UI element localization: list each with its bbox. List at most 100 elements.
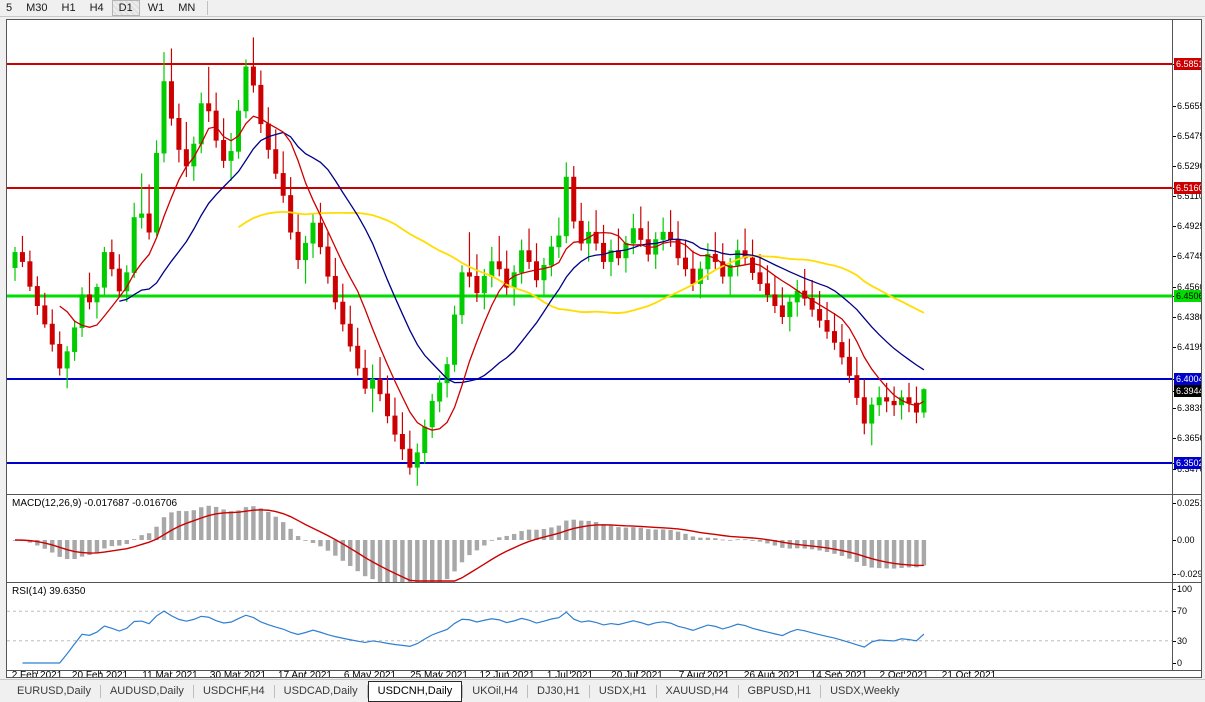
rsi-tick-mark (1173, 641, 1176, 642)
rsi-tick-label: 0 (1177, 658, 1183, 668)
date-tick-mark (839, 671, 840, 674)
tab-divider (462, 684, 464, 698)
price-tick-mark (1173, 136, 1176, 137)
rsi-scale: 100 70 30 0 (1172, 583, 1201, 670)
price-level-tag[interactable]: 6.40042 (1174, 373, 1201, 385)
symbol-tab-dj30-h1[interactable]: DJ30,H1 (537, 684, 580, 697)
price-tick-mark (1173, 226, 1176, 227)
symbol-tab-usdcnh-daily[interactable]: USDCNH,Daily (367, 680, 463, 702)
price-level-tag[interactable]: 6.39440 (1174, 385, 1201, 397)
symbol-tab-usdchf-h4[interactable]: USDCHF,H4 (202, 684, 265, 697)
price-tick-label: 6.45600 (1177, 282, 1201, 292)
symbol-tab-eurusd-daily[interactable]: EURUSD,Daily (17, 684, 91, 697)
tab-divider (273, 684, 275, 698)
price-tick-label: 6.51100 (1177, 191, 1201, 201)
date-tick-mark (704, 671, 705, 674)
price-scale[interactable]: 6.58514 6.56550 6.54750 6.52900 6.516056.511… (1172, 20, 1201, 494)
rsi-label: RSI(14) 39.6350 (12, 586, 86, 597)
date-axis-label: 11 Mar 2021 (142, 670, 198, 678)
price-level-tag[interactable]: 6.51605 (1174, 182, 1201, 194)
timeframe-mn[interactable]: MN (178, 1, 196, 14)
date-axis-label: 20 Feb 2021 (71, 670, 129, 678)
price-level-tag[interactable]: 6.58514 (1174, 58, 1201, 70)
date-tick-mark (904, 671, 905, 674)
price-tick-label: 6.52900 (1177, 161, 1201, 171)
tab-divider (820, 684, 822, 698)
timeframe-h1[interactable]: H1 (61, 1, 76, 14)
macd-plot-area (7, 495, 1172, 582)
tab-divider (655, 684, 657, 698)
date-tick-mark (507, 671, 508, 674)
price-level-tag[interactable]: 6.45060 (1174, 290, 1201, 302)
tab-divider (99, 684, 101, 698)
rsi-pane[interactable]: RSI(14) 39.6350 100 70 30 0 (7, 582, 1201, 670)
timeframe-h4[interactable]: H4 (89, 1, 104, 14)
date-axis-label: 2 Oct 2021 (879, 670, 929, 678)
symbol-tab-usdx-weekly[interactable]: USDX,Weekly (830, 684, 900, 697)
price-tick-mark (1173, 287, 1176, 288)
symbol-tab-usdcad-daily[interactable]: USDCAD,Daily (283, 684, 358, 697)
price-tick-mark (1173, 347, 1176, 348)
chart-window: USDCNH,Daily 6.39058 6.39477 6.38783 6.3… (6, 19, 1202, 678)
rsi-tick-label: 30 (1177, 636, 1188, 646)
price-tick-label: 6.56550 (1177, 101, 1201, 111)
price-tick-label: 6.36500 (1177, 433, 1201, 443)
date-tick-mark (305, 671, 306, 674)
date-tick-mark (772, 671, 773, 674)
date-tick-mark (100, 671, 101, 674)
macd-tick-label: 0.025108 (1177, 498, 1201, 508)
rsi-tick-mark (1173, 589, 1176, 590)
timeframe-d1[interactable]: D1 (111, 0, 140, 16)
price-pane[interactable]: 6.58514 6.56550 6.54750 6.52900 6.516056.511… (7, 20, 1201, 494)
date-axis-label: 21 Oct 2021 (941, 670, 997, 678)
timeframe-w1[interactable]: W1 (147, 1, 165, 14)
price-level-tag[interactable]: 6.35025 (1174, 457, 1201, 469)
symbol-tab-ukoil-h4[interactable]: UKOil,H4 (472, 684, 519, 697)
symbol-tab-audusd-daily[interactable]: AUDUSD,Daily (109, 684, 184, 697)
price-tick-label: 6.43800 (1177, 312, 1201, 322)
macd-label: MACD(12,26,9) -0.017687 -0.016706 (12, 498, 178, 509)
toolbar-divider (207, 1, 209, 15)
price-tick-label: 6.34700 (1177, 464, 1201, 474)
timeframe-m30[interactable]: M30 (26, 1, 48, 14)
date-tick-mark (439, 671, 440, 674)
price-tick-mark (1173, 408, 1176, 409)
candlestick-svg (7, 37, 1172, 486)
price-tick-mark (1173, 469, 1176, 470)
date-tick-mark (37, 671, 38, 674)
price-tick-label: 6.54750 (1177, 131, 1201, 141)
symbol-tab-usdx-h1[interactable]: USDX,H1 (598, 684, 647, 697)
symbol-tab-gbpusd-h1[interactable]: GBPUSD,H1 (747, 684, 812, 697)
date-tick-mark (969, 671, 970, 674)
date-axis-label: 1 Jul 2021 (546, 670, 594, 678)
rsi-tick-mark (1173, 663, 1176, 664)
date-tick-mark (370, 671, 371, 674)
rsi-svg (7, 610, 1172, 664)
price-tick-mark (1173, 196, 1176, 197)
price-tick-label: 6.38350 (1177, 403, 1201, 413)
price-tick-mark (1173, 256, 1176, 257)
timeframe-5[interactable]: 5 (6, 1, 13, 14)
rsi-plot-area (7, 583, 1172, 670)
date-axis-label: 17 Apr 2021 (278, 670, 332, 678)
date-axis-label: 14 Sep 2021 (810, 670, 868, 678)
price-tick-mark (1173, 166, 1176, 167)
price-tick-label: 6.49250 (1177, 221, 1201, 231)
tab-divider (588, 684, 590, 698)
macd-tick-mark (1173, 540, 1176, 541)
price-tick-label: 6.47450 (1177, 251, 1201, 261)
price-plot-area[interactable] (7, 20, 1172, 494)
date-tick-mark (637, 671, 638, 674)
price-tick-mark (1173, 438, 1176, 439)
macd-pane[interactable]: MACD(12,26,9) -0.017687 -0.016706 0.0251… (7, 494, 1201, 582)
price-tick-mark (1173, 317, 1176, 318)
date-axis-label: 30 Mar 2021 (209, 670, 267, 678)
date-tick-mark (170, 671, 171, 674)
macd-tick-mark (1173, 574, 1176, 575)
date-axis-label: 6 May 2021 (343, 670, 397, 678)
tab-divider (192, 684, 194, 698)
macd-svg (12, 505, 927, 582)
price-tick-label: 6.41950 (1177, 342, 1201, 352)
symbol-tab-xauusd-h4[interactable]: XAUUSD,H4 (665, 684, 729, 697)
